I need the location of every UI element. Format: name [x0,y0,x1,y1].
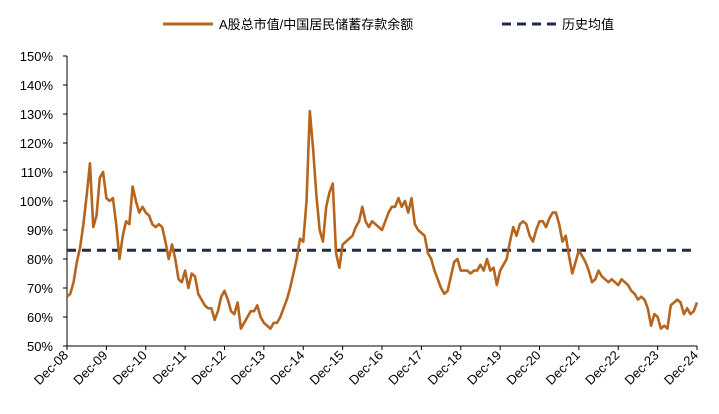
x-tick-label: Dec-15 [306,348,346,388]
x-tick-label: Dec-10 [110,348,150,388]
y-tick-label: 100% [20,194,54,209]
x-tick-label: Dec-13 [228,348,268,388]
y-tick-label: 140% [20,78,54,93]
y-tick-label: 130% [20,107,54,122]
y-tick-label: 120% [20,136,54,151]
legend-label: A股总市值/中国居民储蓄存款余额 [219,17,413,32]
x-tick-label: Dec-17 [385,348,425,388]
x-tick-label: Dec-16 [346,348,386,388]
x-tick-label: Dec-09 [70,348,110,388]
x-tick-label: Dec-19 [464,348,504,388]
x-tick-label: Dec-22 [582,348,622,388]
x-tick-label: Dec-14 [267,348,307,388]
data-line [66,109,699,330]
x-tick-label: Dec-12 [188,348,228,388]
y-tick-label: 50% [27,339,53,354]
y-tick-label: 110% [21,165,54,180]
y-tick-label: 70% [27,281,53,296]
x-tick-label: Dec-18 [425,348,465,388]
y-tick-label: 90% [27,223,53,238]
y-tick-label: 80% [27,252,53,267]
legend-label: 历史均值 [562,17,614,32]
x-tick-label: Dec-20 [503,348,543,388]
x-tick-label: Dec-23 [621,348,661,388]
x-tick-label: Dec-21 [543,348,583,388]
x-tick-label: Dec-24 [661,348,701,388]
y-tick-label: 60% [27,310,53,325]
x-tick-label: Dec-11 [150,348,190,388]
y-tick-label: 150% [20,49,54,64]
